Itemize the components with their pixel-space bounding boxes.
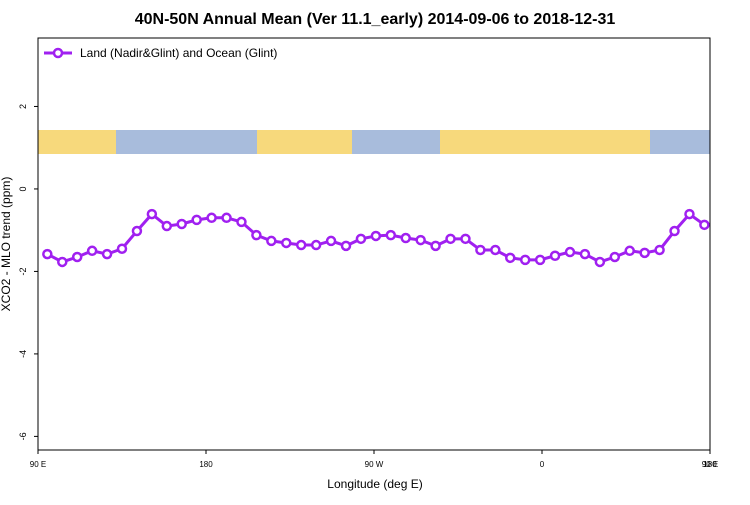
data-point [594,256,606,268]
x-tick-label: 90 E [702,460,718,469]
data-point [191,214,202,226]
data-point [340,240,352,252]
x-tick-label: 180 [199,460,213,469]
data-point [355,233,367,245]
y-tick-label: -6 [18,432,28,440]
x-axis-label: Longitude (deg E) [327,477,422,491]
data-point [490,244,501,256]
data-point [609,251,621,263]
data-point [116,243,128,254]
data-point [146,208,158,220]
data-point [57,256,68,268]
data-point [475,244,486,256]
data-point [519,254,531,266]
data-point [460,233,471,245]
x-tick-label: 90 E [30,460,46,469]
data-point [251,229,262,241]
data-point [445,233,456,245]
legend-label: Land (Nadir&Glint) and Ocean (Glint) [80,46,277,60]
data-point [325,235,337,247]
data-point [370,230,382,242]
data-point [415,234,426,246]
y-tick-label: 2 [18,104,28,109]
data-point [221,212,232,224]
y-tick-label: -4 [18,350,28,358]
data-point [131,225,143,237]
data-point [295,239,307,251]
data-point [430,240,441,252]
data-point [71,251,83,263]
data-point [624,245,635,257]
data-point [669,225,680,237]
data-point [310,239,322,251]
y-tick-label: -2 [18,267,28,275]
chart-title: 40N-50N Annual Mean (Ver 11.1_early) 201… [135,11,616,28]
data-point [281,237,292,249]
data-point [579,248,591,260]
x-tick-label: 0 [540,460,545,469]
x-tick-label: 180 [703,460,717,469]
y-axis-label: XCO2 - MLO trend (ppm) [0,177,13,312]
data-point [549,250,561,262]
data-point [266,235,277,247]
land [440,130,650,154]
data-point [161,220,173,232]
data-point [639,247,650,259]
map-strip [38,130,710,154]
x-tick-label: 90 W [365,460,384,469]
data-point [564,246,576,258]
data-point [534,254,546,266]
data-point [654,244,665,256]
data-point [684,208,695,220]
data-point [176,218,187,230]
land [38,130,116,154]
data-point [236,216,247,228]
data-point [385,229,397,241]
data-point [699,219,710,231]
data-point [206,212,217,224]
data-point [400,232,411,244]
legend-marker [52,47,64,59]
data-point [505,252,516,264]
data-point [86,245,98,257]
data-point [101,248,113,260]
data-point [42,248,53,260]
land [257,130,352,154]
y-tick-label: 0 [18,186,28,191]
